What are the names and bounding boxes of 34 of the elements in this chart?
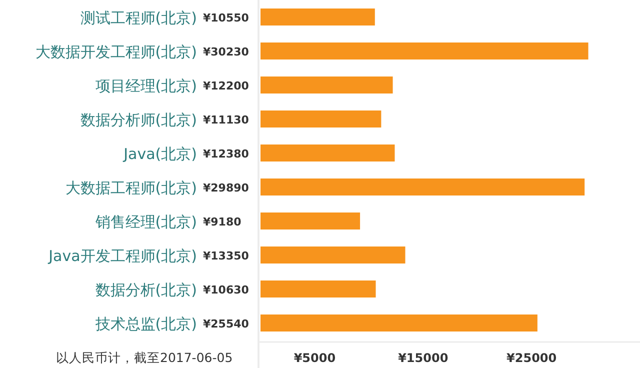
bar xyxy=(260,246,406,264)
y-tick-label: 数据分析(北京) xyxy=(95,281,197,299)
bar xyxy=(260,110,382,128)
y-tick-label: Java(北京) xyxy=(122,145,197,163)
data-label: ¥11130 xyxy=(203,114,250,126)
y-tick-label: 销售经理(北京) xyxy=(94,213,197,231)
data-label: ¥30230 xyxy=(203,46,250,58)
y-tick-label: 项目经理(北京) xyxy=(95,77,197,95)
data-label: ¥13350 xyxy=(203,250,250,262)
x-tick-label: ¥25000 xyxy=(506,351,557,365)
x-tick-label: ¥15000 xyxy=(398,351,448,365)
y-tick-label: Java开发工程师(北京) xyxy=(48,247,197,265)
data-label: ¥9180 xyxy=(203,216,242,228)
data-label: ¥12200 xyxy=(203,80,250,92)
y-tick-label: 测试工程师(北京) xyxy=(80,9,197,27)
data-label: ¥25540 xyxy=(203,318,250,330)
bar xyxy=(260,212,360,230)
data-label: ¥10630 xyxy=(203,284,250,296)
bar xyxy=(260,76,393,94)
bar xyxy=(260,8,375,26)
bar xyxy=(260,178,585,196)
bar xyxy=(260,280,376,298)
y-tick-label: 大数据工程师(北京) xyxy=(65,179,197,197)
data-label: ¥10550 xyxy=(203,12,250,24)
y-tick-label: 技术总监(北京) xyxy=(94,315,197,333)
data-label: ¥12380 xyxy=(203,148,250,160)
bar xyxy=(260,314,538,332)
y-tick-label: 大数据开发工程师(北京) xyxy=(35,43,197,61)
x-tick-label: ¥5000 xyxy=(294,351,336,365)
text: 以人民币计，截至2017-06-05 xyxy=(56,350,233,365)
bar xyxy=(260,144,395,162)
y-tick-label: 数据分析师(北京) xyxy=(80,111,197,129)
bar xyxy=(260,42,588,60)
data-label: ¥29890 xyxy=(203,182,250,194)
